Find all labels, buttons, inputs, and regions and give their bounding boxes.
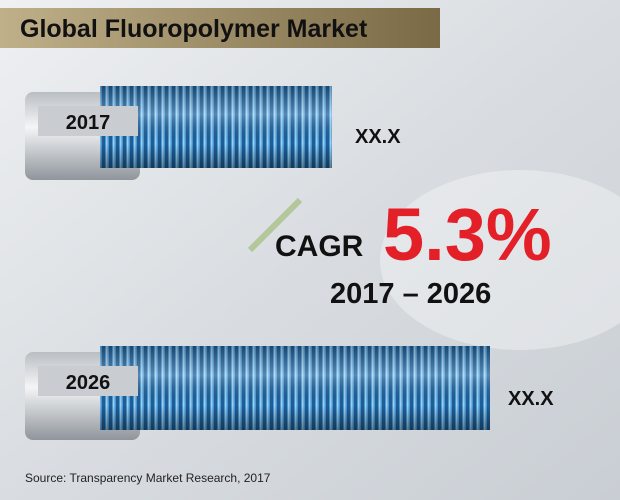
needle (247, 197, 303, 253)
year-box (38, 366, 138, 396)
year-box (38, 106, 138, 136)
year-label: 2017 (66, 112, 111, 134)
coil-shade (100, 86, 332, 168)
year-label: 2026 (66, 372, 111, 394)
title-bar (0, 8, 440, 48)
cagr-label: CAGR (275, 230, 364, 263)
tube (25, 346, 490, 440)
blur-shape (380, 170, 620, 350)
cagr-value: 5.3% (383, 193, 552, 276)
title: Global Fluoropolymer Market (20, 15, 368, 43)
source: Source: Transparency Market Research, 20… (25, 471, 271, 485)
value-label: XX.X (508, 388, 554, 410)
cagr-period: 2017 – 2026 (330, 278, 491, 310)
tube (25, 86, 332, 180)
value-label: XX.X (355, 126, 401, 148)
coil-shade (100, 346, 490, 430)
